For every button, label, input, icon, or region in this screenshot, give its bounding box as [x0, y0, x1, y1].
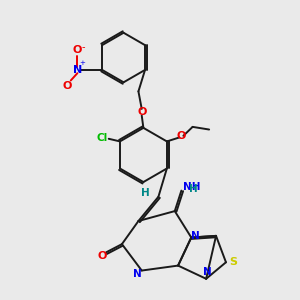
Text: H: H: [189, 184, 197, 194]
Text: N: N: [203, 266, 212, 277]
Text: O: O: [97, 251, 106, 261]
Text: O: O: [73, 45, 82, 55]
Text: O: O: [177, 131, 186, 142]
Text: N: N: [134, 269, 142, 279]
Text: N: N: [191, 231, 200, 241]
Text: +: +: [80, 60, 86, 66]
Text: O: O: [138, 107, 147, 117]
Text: O: O: [62, 81, 71, 92]
Text: Cl: Cl: [97, 133, 108, 143]
Text: NH: NH: [183, 182, 201, 192]
Text: H: H: [142, 188, 150, 198]
Text: S: S: [229, 256, 237, 267]
Text: N: N: [73, 65, 82, 75]
Text: -: -: [82, 42, 85, 52]
